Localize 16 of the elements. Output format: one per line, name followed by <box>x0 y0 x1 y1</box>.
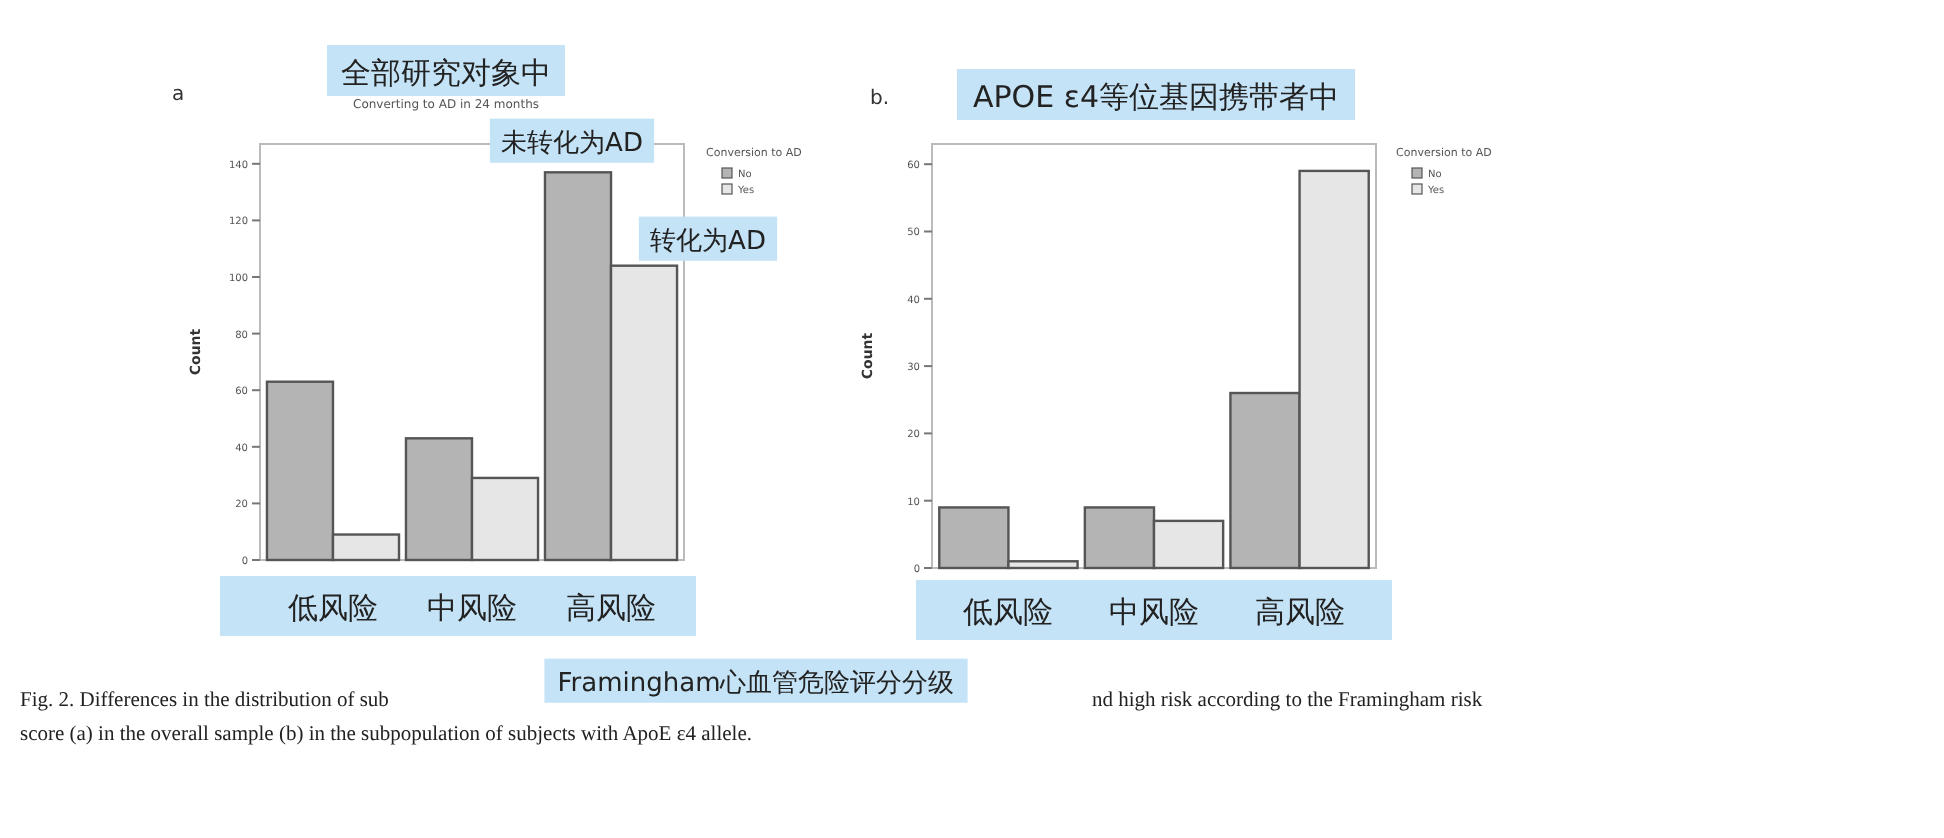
chart-title: 全部研究对象中 <box>341 54 551 91</box>
caption: Fig. 2. Differences in the distribution of sub <box>20 690 389 712</box>
text: a <box>172 84 185 106</box>
text: b. <box>870 88 890 110</box>
x-tick-label: 中风险 <box>427 590 517 626</box>
x-tick-label: 低风险 <box>287 590 378 626</box>
x-tick-label: 高风险 <box>566 590 657 626</box>
chart-title: APOE ε4等位基因携带者中 <box>972 78 1340 115</box>
annotation: 转化为AD <box>650 227 766 258</box>
x-tick-label: 高风险 <box>1254 594 1345 630</box>
text: score (a) in the overall sample (b) in the subpopulation of subjects with ApoE ε4 allele. <box>20 724 752 746</box>
annotation: 未转化为AD <box>501 129 643 160</box>
text: nd high risk according to the Framingham risk <box>1092 690 1484 712</box>
x-tick-label: 低风险 <box>963 594 1054 630</box>
text: Framingham心血管危险评分分级 <box>557 667 955 700</box>
x-tick-label: 中风险 <box>1109 594 1199 630</box>
